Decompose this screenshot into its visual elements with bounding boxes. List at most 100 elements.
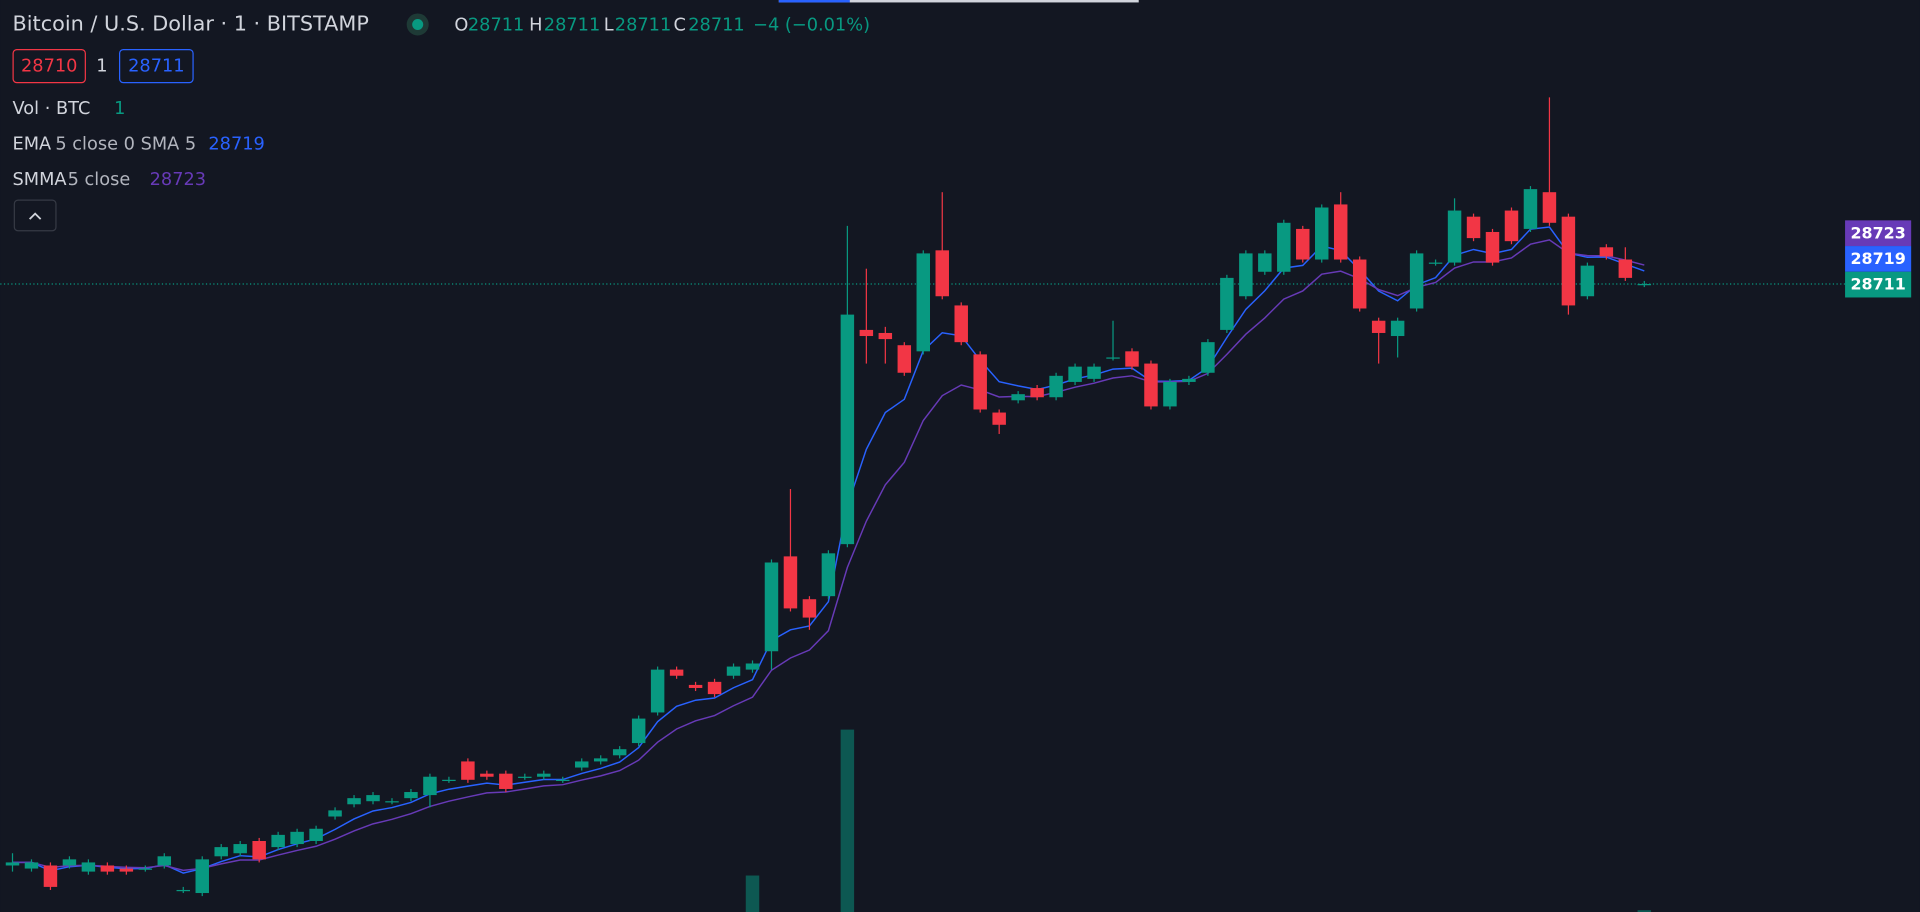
candle-body — [62, 859, 77, 866]
collapse-border — [13, 199, 57, 232]
candle-body — [1296, 228, 1310, 260]
indicator-name: Vol · BTC — [12, 99, 90, 119]
collapse-button[interactable] — [13, 199, 57, 232]
candle-body — [1485, 231, 1500, 263]
candle-body — [1125, 351, 1139, 367]
candle-body — [1390, 320, 1405, 337]
volume-bar — [1637, 910, 1652, 912]
buy-price[interactable]: 28711 — [128, 57, 184, 77]
candle-body — [688, 684, 703, 688]
candle-body — [764, 562, 779, 652]
candle-body — [1163, 381, 1177, 407]
candle-body — [5, 862, 20, 866]
price-label: 28711 — [1850, 275, 1905, 294]
candle-body — [631, 718, 646, 744]
buy-button[interactable]: 28711 — [119, 48, 194, 84]
candle-body — [916, 253, 931, 352]
candle-body — [1542, 192, 1557, 223]
candle-body — [802, 599, 817, 618]
sell-border — [12, 48, 86, 84]
candle-body — [1315, 207, 1329, 260]
ohlc-value: 28711 — [688, 16, 744, 36]
candle-body — [1220, 277, 1234, 330]
candle-body — [290, 831, 304, 845]
candle-body — [157, 856, 172, 866]
candle-body — [366, 795, 380, 802]
candle-body — [480, 773, 494, 777]
candle-body — [575, 761, 589, 768]
candle-body — [1637, 284, 1652, 286]
ohlc-label: H — [529, 16, 542, 36]
quantity: 1 — [96, 57, 107, 77]
candle-body — [1106, 357, 1120, 359]
candle-body — [973, 354, 987, 410]
candle-body — [745, 663, 760, 670]
candle-body — [669, 669, 684, 676]
price-label-bg — [1845, 271, 1912, 298]
ohlc-value: 28711 — [468, 16, 524, 36]
candle-body — [1087, 366, 1101, 379]
price-label-bg — [1845, 220, 1912, 247]
candle-body — [385, 801, 399, 803]
buy-border — [119, 48, 194, 84]
candle-body — [612, 749, 627, 756]
candle-body — [138, 868, 153, 870]
candle-body — [252, 840, 266, 860]
top-strip-active — [778, 0, 850, 3]
status-dot — [412, 18, 424, 30]
ohlc-value: 28711 — [615, 16, 671, 36]
candle-body — [1333, 204, 1348, 260]
candle-body — [309, 828, 323, 841]
sell-button[interactable]: 28710 — [12, 48, 86, 84]
candle-body — [840, 314, 855, 545]
candle-body — [1258, 253, 1272, 272]
candle-body — [81, 862, 96, 872]
candle-body — [1504, 210, 1519, 242]
candle-body — [499, 773, 513, 789]
candle-body — [214, 847, 228, 857]
indicator-line — [12, 226, 1645, 874]
candle-body — [859, 329, 874, 337]
candle-body — [1201, 342, 1215, 373]
candle-body — [556, 779, 570, 782]
candle-body — [593, 758, 608, 762]
indicator-name: SMMA — [12, 170, 66, 190]
candle-body — [423, 776, 437, 796]
candle-body — [1447, 210, 1462, 263]
candle-body — [442, 779, 456, 782]
candle-body — [992, 412, 1006, 425]
symbol-title: Bitcoin / U.S. Dollar · 1 · BITSTAMP — [12, 11, 368, 35]
candle-body — [195, 859, 209, 894]
price-label: 28719 — [1850, 249, 1905, 268]
candle-body — [878, 332, 893, 340]
plot-area — [0, 97, 1846, 912]
candle-body — [537, 773, 551, 777]
indicator-params: 5 close — [68, 170, 131, 190]
candle-body — [233, 844, 247, 854]
sell-price[interactable]: 28710 — [21, 57, 77, 77]
indicator-value: 1 — [114, 99, 125, 119]
candle-body — [100, 865, 115, 872]
candle-body — [328, 810, 342, 817]
change: −4 (−0.01%) — [753, 16, 870, 36]
candle-body — [518, 776, 532, 778]
price-label-bg — [1845, 246, 1912, 272]
candle-body — [1409, 253, 1424, 309]
ohlc-value: 28711 — [544, 16, 600, 36]
candle-body — [726, 666, 741, 676]
price-label: 28723 — [1850, 223, 1905, 242]
candle-body — [1580, 265, 1595, 297]
candle-body — [1144, 363, 1158, 407]
candle-body — [461, 761, 475, 780]
candle-body — [1599, 247, 1614, 257]
candle-body — [1523, 189, 1538, 229]
candle-body — [119, 868, 134, 872]
indicator-name: EMA — [12, 134, 51, 154]
candle-body — [707, 681, 722, 695]
indicator-line — [12, 239, 1645, 872]
candle-body — [271, 834, 285, 848]
candle-body — [1030, 388, 1044, 398]
